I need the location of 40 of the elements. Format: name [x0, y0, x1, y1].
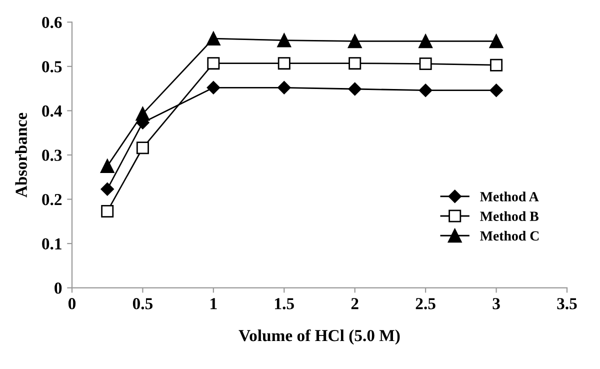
x-tick-label: 3 — [492, 298, 500, 310]
y-tick-label: 0 — [54, 282, 62, 294]
point — [278, 57, 290, 70]
legend-label: Method B — [480, 211, 538, 221]
x-tick-label: 1.5 — [275, 298, 294, 310]
point — [100, 159, 114, 173]
point — [207, 57, 220, 70]
point — [418, 34, 433, 48]
point — [490, 58, 503, 72]
y-axis-title: Absorbance — [15, 112, 27, 198]
point — [489, 34, 504, 48]
legend-label: Method C — [480, 230, 539, 241]
x-tick-label: 2 — [351, 298, 358, 310]
y-tick-label: 0.2 — [42, 194, 62, 206]
point — [277, 33, 292, 48]
point — [100, 182, 114, 196]
point — [101, 204, 114, 218]
point — [136, 142, 149, 154]
legend-label: Method A — [480, 192, 539, 202]
x-axis-title: Volume of HCl (5.0 M) — [238, 329, 400, 345]
point — [206, 32, 220, 46]
point — [418, 84, 432, 97]
point — [278, 81, 291, 94]
y-tick-label: 0.6 — [42, 16, 62, 28]
point — [206, 81, 220, 94]
y-tick-label: 0.1 — [42, 238, 62, 250]
x-tick-label: 2.5 — [416, 298, 436, 310]
point — [490, 84, 503, 97]
x-tick-label: 0 — [68, 298, 76, 310]
x-tick-label: 3.5 — [557, 298, 577, 310]
point — [136, 106, 150, 121]
point — [348, 82, 362, 96]
y-tick-label: 0.4 — [42, 105, 62, 117]
y-tick-label: 0.5 — [42, 61, 62, 72]
x-tick-label: 0.5 — [132, 298, 153, 310]
point — [348, 34, 362, 48]
x-tick-label: 1 — [210, 298, 217, 310]
point — [348, 57, 362, 70]
y-tick-label: 0.3 — [42, 150, 62, 161]
point — [419, 58, 432, 70]
